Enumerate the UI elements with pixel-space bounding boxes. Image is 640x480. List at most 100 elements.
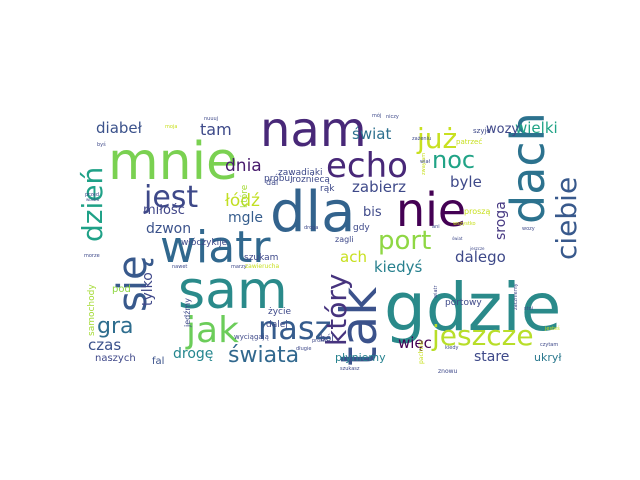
word-zawierucha: zawierucha bbox=[245, 263, 279, 270]
word-nasz: nasz bbox=[258, 309, 331, 347]
word-dnia: dnia bbox=[225, 156, 262, 176]
word-dalej: dalej bbox=[266, 320, 288, 330]
word-mnie: mnie bbox=[108, 132, 238, 192]
word-port: port bbox=[378, 226, 431, 256]
word-wiatr: wiatr bbox=[160, 222, 271, 273]
word-dzwon: dzwon bbox=[146, 221, 191, 237]
word-zwaylam: zwayłam bbox=[421, 153, 427, 175]
word-rozniecą: rozniecą bbox=[292, 175, 330, 185]
word-dzien: dzień bbox=[76, 167, 109, 242]
word-pod: pod bbox=[112, 284, 131, 295]
word-prosto: prosto bbox=[312, 338, 328, 344]
word-kiedys: kiedyś bbox=[374, 258, 422, 276]
word-jeszcze-small: jeszcze bbox=[469, 246, 485, 251]
word-jedzmy: jedźmy bbox=[183, 298, 192, 328]
word-bis: bis bbox=[363, 205, 382, 220]
word-jak: jak bbox=[185, 310, 239, 351]
word-noc: noc bbox=[432, 146, 475, 174]
word-kiedy: kiedy bbox=[445, 345, 459, 351]
word-nuuuj: nuuuj bbox=[204, 116, 218, 122]
word-dlugie: długie bbox=[296, 346, 311, 352]
word-tak: tak bbox=[330, 287, 388, 366]
word-probuj: próbuj bbox=[264, 173, 293, 184]
word-dla: dla bbox=[270, 180, 355, 245]
word-bys: byś bbox=[97, 141, 106, 148]
word-gdy: gdy bbox=[353, 223, 370, 233]
word-zawadiaki: zawadiaki bbox=[278, 168, 323, 178]
word-zabierz: zabierz bbox=[352, 178, 406, 196]
word-ukryl: ukrył bbox=[534, 351, 562, 364]
word-swiata: świata bbox=[228, 343, 299, 368]
word-morze: morze bbox=[84, 253, 100, 259]
word-ciebie: ciebie bbox=[550, 177, 583, 260]
word-przed: przed bbox=[85, 192, 99, 198]
word-zagli: zagli bbox=[335, 235, 354, 244]
word-droge: drogę bbox=[173, 346, 213, 362]
word-wiatr-small: wiatr bbox=[433, 284, 439, 298]
word-milosc: miłość bbox=[143, 203, 185, 218]
word-sroga: sroga bbox=[493, 201, 509, 240]
word-portowy: portowy bbox=[445, 298, 482, 308]
word-pachnie: pachnie bbox=[418, 340, 425, 364]
word-sam: sam bbox=[178, 261, 288, 321]
word-juz: już bbox=[416, 122, 457, 155]
word-ktory: który bbox=[320, 274, 353, 346]
word-wial: wiał bbox=[420, 159, 431, 165]
word-ach: ach bbox=[340, 248, 367, 266]
word-lodz: łódź bbox=[225, 191, 260, 211]
word-diabel: diabeł bbox=[96, 119, 143, 137]
word-jeszcze: jeszcze bbox=[431, 319, 534, 352]
word-echo: echo bbox=[326, 146, 408, 186]
word-tam: tam bbox=[200, 120, 232, 139]
word-samochody: samochody bbox=[87, 284, 97, 336]
word-nie: nie bbox=[396, 183, 466, 237]
word-wszystko: wszystko bbox=[453, 221, 476, 227]
word-nam: nam bbox=[260, 102, 367, 158]
word-zycie: życie bbox=[268, 307, 291, 317]
word-gdzie: gdzie bbox=[384, 269, 561, 346]
word-dach: dach bbox=[501, 112, 555, 224]
word-zazeniu: zażeniu bbox=[412, 136, 431, 142]
word-czytam: czytam bbox=[540, 342, 558, 348]
word-mgle: mgle bbox=[228, 210, 263, 226]
word-wozy-small: wozy bbox=[522, 226, 535, 232]
word-ani: ani bbox=[432, 224, 440, 230]
word-prosza: proszą bbox=[464, 207, 490, 216]
word-dal: dal bbox=[266, 178, 278, 187]
word-patrzec: patrzeć bbox=[456, 138, 482, 146]
word-nawet: nawet bbox=[172, 264, 187, 270]
word-szukam: szukam bbox=[244, 253, 278, 263]
word-szyje: szyje bbox=[473, 127, 491, 135]
word-szukasz: szukasz bbox=[340, 366, 360, 372]
word-stoi: stoi bbox=[524, 306, 533, 312]
word-czas: czas bbox=[88, 336, 121, 354]
word-gra: gra bbox=[97, 314, 134, 339]
word-moja: moja bbox=[165, 124, 177, 130]
word-jestes: jesteś bbox=[544, 325, 560, 332]
word-fal: fal bbox=[152, 356, 164, 367]
word-tylko: tylko bbox=[140, 272, 156, 306]
word-wielki: wielki bbox=[515, 119, 558, 137]
word-wyciagaja: wyciągają bbox=[234, 333, 269, 341]
word-zaczniemy: zaczniemy bbox=[513, 283, 519, 310]
word-naszych: naszych bbox=[95, 353, 136, 364]
word-droga: droga bbox=[304, 225, 318, 231]
word-wloczykije: włóczykije bbox=[181, 237, 228, 248]
word-wozy: wozy bbox=[486, 122, 519, 137]
word-bol: ból bbox=[320, 333, 334, 344]
word-moj: mój bbox=[372, 112, 381, 119]
word-daleko: dalego bbox=[455, 248, 506, 266]
word-ktore: które bbox=[239, 184, 250, 208]
word-stare: stare bbox=[474, 349, 509, 365]
word-wiec: więc bbox=[398, 334, 432, 352]
word-plyniemy: płyniemy bbox=[335, 351, 386, 364]
word-niczy: niczy bbox=[386, 114, 399, 120]
word-swiat: świat bbox=[352, 125, 391, 143]
word-swiat-small: świat bbox=[452, 236, 463, 241]
word-sie: się bbox=[110, 255, 156, 312]
word-marzy: marzy bbox=[231, 264, 247, 270]
word-byle: byle bbox=[450, 173, 482, 191]
word-wiadro: wiadro bbox=[86, 197, 100, 202]
word-znowu: znowu bbox=[438, 368, 458, 375]
